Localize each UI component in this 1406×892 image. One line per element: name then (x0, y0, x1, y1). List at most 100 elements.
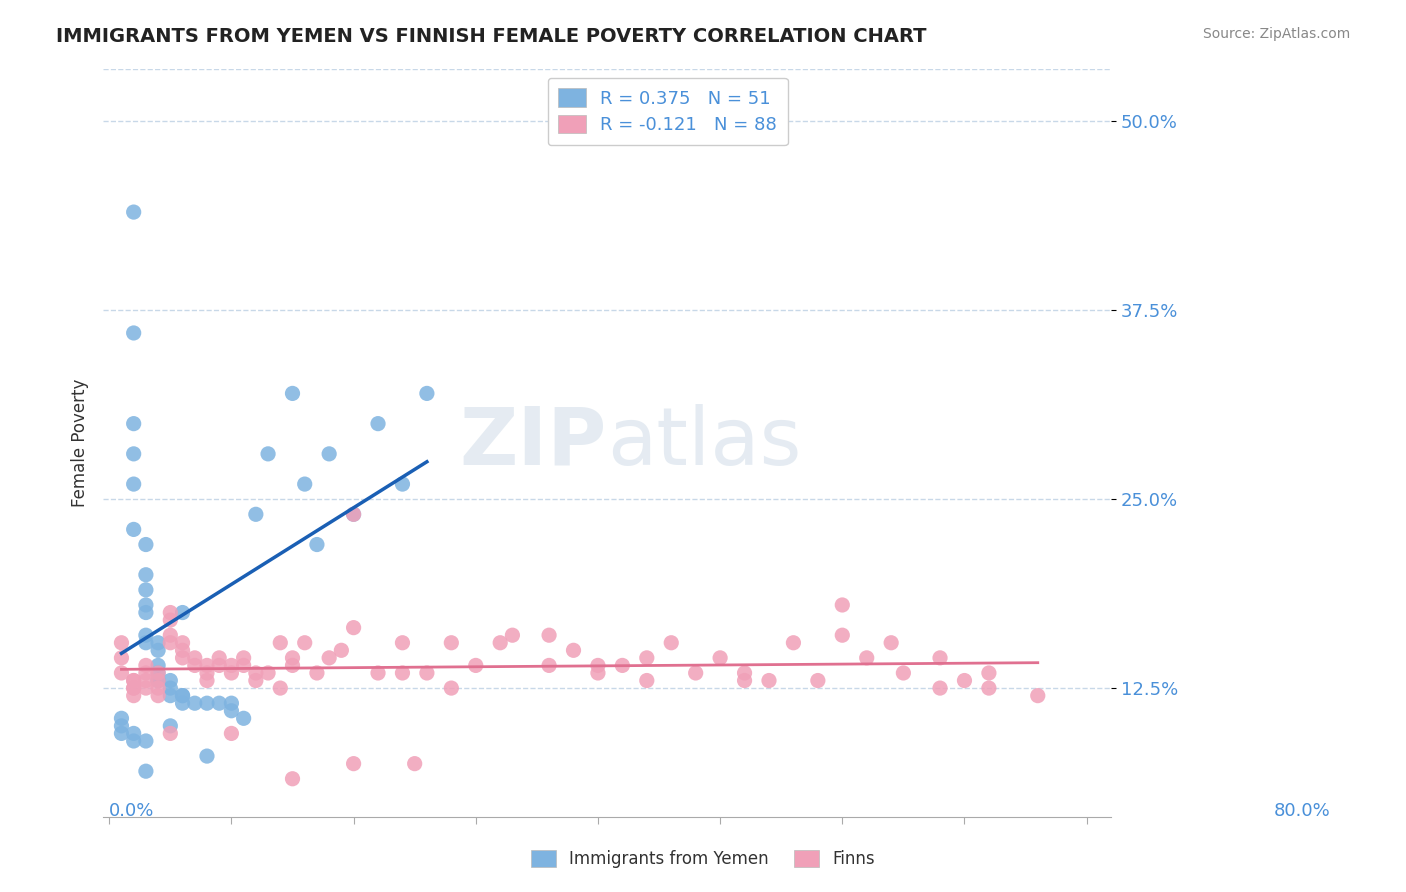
Point (172, 689, 194, 703)
Text: Source: ZipAtlas.com: Source: ZipAtlas.com (1202, 27, 1350, 41)
Point (195, 665, 218, 680)
Legend: R = 0.375   N = 51, R = -0.121   N = 88: R = 0.375 N = 51, R = -0.121 N = 88 (547, 78, 787, 145)
Point (734, 673, 756, 688)
Point (221, 704, 243, 718)
Point (232, 651, 254, 665)
Point (893, 665, 915, 680)
Point (342, 621, 364, 635)
Point (269, 681, 291, 695)
Point (172, 636, 194, 650)
Point (367, 665, 389, 680)
Point (159, 689, 181, 703)
Point (184, 651, 207, 665)
Point (146, 673, 169, 688)
Point (135, 673, 157, 688)
Point (122, 326, 145, 340)
Point (489, 636, 512, 650)
Text: IMMIGRANTS FROM YEMEN VS FINNISH FEMALE POVERTY CORRELATION CHART: IMMIGRANTS FROM YEMEN VS FINNISH FEMALE … (56, 27, 927, 45)
Point (281, 772, 304, 786)
Text: atlas: atlas (607, 403, 801, 482)
Point (281, 386, 304, 401)
Point (232, 658, 254, 673)
Point (122, 673, 145, 688)
Point (257, 665, 280, 680)
Point (146, 673, 169, 688)
Point (122, 447, 145, 461)
Point (208, 658, 231, 673)
Text: 0.0%: 0.0% (110, 802, 155, 820)
Point (294, 636, 316, 650)
Point (146, 689, 169, 703)
Y-axis label: Female Poverty: Female Poverty (72, 378, 89, 507)
Point (159, 681, 181, 695)
Point (831, 628, 853, 642)
Point (281, 658, 304, 673)
Point (195, 696, 218, 710)
Point (782, 636, 804, 650)
Point (122, 673, 145, 688)
Point (221, 696, 243, 710)
Point (146, 636, 169, 650)
Point (159, 719, 181, 733)
Point (195, 658, 218, 673)
Point (122, 681, 145, 695)
Point (440, 681, 463, 695)
Point (195, 749, 218, 764)
Point (562, 643, 585, 657)
Point (416, 386, 439, 401)
Point (685, 665, 707, 680)
Point (281, 651, 304, 665)
Point (391, 477, 413, 491)
Point (269, 636, 291, 650)
Point (135, 636, 157, 650)
Point (208, 696, 231, 710)
Point (159, 606, 181, 620)
Point (880, 636, 903, 650)
Point (855, 651, 877, 665)
Point (135, 681, 157, 695)
Point (146, 681, 169, 695)
Point (135, 628, 157, 642)
Point (305, 537, 328, 551)
Point (245, 673, 267, 688)
Point (734, 665, 756, 680)
Point (172, 689, 194, 703)
Point (257, 447, 280, 461)
Point (172, 651, 194, 665)
Point (184, 696, 207, 710)
Point (404, 756, 426, 771)
Point (977, 681, 1000, 695)
Point (391, 665, 413, 680)
Point (110, 726, 132, 740)
Point (929, 681, 952, 695)
Point (758, 673, 780, 688)
Point (122, 734, 145, 748)
Point (659, 636, 682, 650)
Point (135, 537, 157, 551)
Point (831, 598, 853, 612)
Point (416, 665, 439, 680)
Point (146, 658, 169, 673)
Point (1026, 689, 1049, 703)
Point (464, 658, 486, 673)
Point (245, 508, 267, 522)
Point (977, 665, 1000, 680)
Point (172, 643, 194, 657)
Point (122, 726, 145, 740)
Text: ZIP: ZIP (460, 403, 607, 482)
Point (159, 613, 181, 627)
Point (440, 636, 463, 650)
Point (305, 665, 328, 680)
Point (612, 658, 634, 673)
Point (221, 665, 243, 680)
Point (135, 606, 157, 620)
Point (135, 658, 157, 673)
Point (135, 582, 157, 597)
Legend: Immigrants from Yemen, Finns: Immigrants from Yemen, Finns (524, 843, 882, 875)
Point (195, 673, 218, 688)
Point (294, 477, 316, 491)
Point (807, 673, 830, 688)
Point (929, 651, 952, 665)
Point (146, 673, 169, 688)
Point (159, 628, 181, 642)
